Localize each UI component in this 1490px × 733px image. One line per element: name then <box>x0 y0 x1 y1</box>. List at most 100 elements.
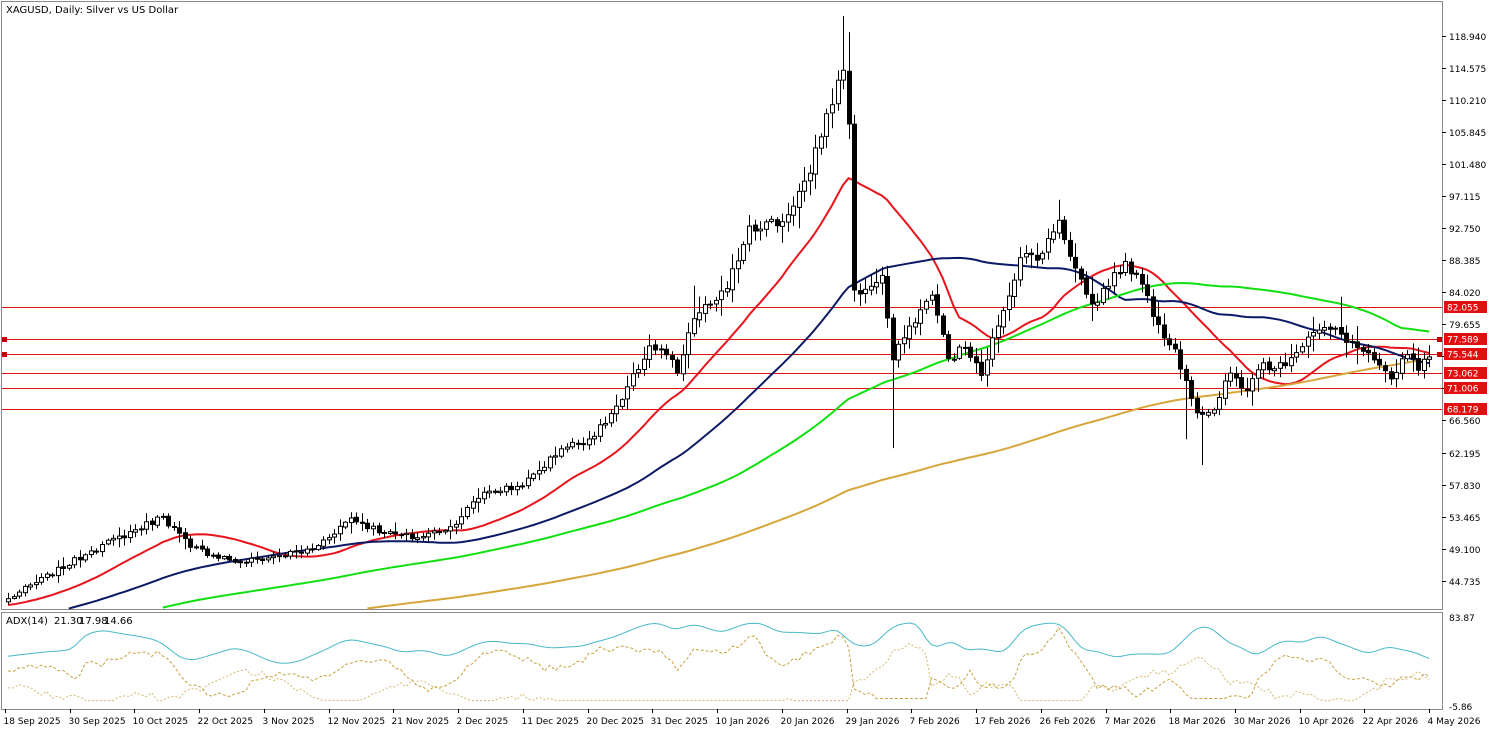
candle <box>1206 408 1211 418</box>
time-tick-label: 29 Jan 2026 <box>846 717 900 727</box>
level-label-5[interactable]: 68.179 <box>1444 403 1487 416</box>
price-tick-label: 110.210 <box>1449 97 1486 107</box>
candle <box>968 342 973 362</box>
candle <box>61 557 66 576</box>
time-tick-label: 21 Nov 2025 <box>392 717 450 727</box>
candle <box>266 555 271 563</box>
level-label-2[interactable]: 75.544 <box>1437 348 1487 361</box>
candle <box>863 279 868 304</box>
candle <box>836 70 841 111</box>
candle <box>448 519 453 540</box>
candle <box>388 529 393 535</box>
candle <box>824 108 829 148</box>
time-tick-label: 30 Mar 2026 <box>1234 717 1291 727</box>
candle <box>930 290 935 305</box>
candle <box>935 284 940 324</box>
candle <box>56 560 61 583</box>
candle <box>421 532 426 541</box>
candle <box>780 213 785 243</box>
candle <box>741 241 746 265</box>
candle <box>775 217 780 233</box>
adx-lines <box>7 622 1430 702</box>
time-tick-label: 18 Sep 2025 <box>4 717 61 727</box>
time-tick-label: 10 Oct 2025 <box>133 717 189 727</box>
time-tick-label: 20 Jan 2026 <box>781 717 835 727</box>
candle <box>177 521 182 543</box>
indicator-tick-label: 83.87 <box>1449 614 1475 624</box>
candle <box>1250 372 1255 406</box>
indicator-pane-frame <box>1 612 1443 710</box>
chart-title: XAGUSD, Daily: Silver vs US Dollar <box>6 5 179 16</box>
candle <box>194 544 199 550</box>
candle <box>371 522 376 536</box>
candle <box>1411 343 1416 372</box>
candle <box>122 529 127 546</box>
candle <box>404 528 409 541</box>
candle <box>493 488 498 495</box>
candle <box>1184 364 1189 440</box>
candle <box>12 594 17 600</box>
level-label-0[interactable]: 82.055 <box>1444 301 1487 314</box>
candle <box>819 133 824 155</box>
level-marker-left-1[interactable] <box>2 337 7 342</box>
candle <box>321 536 326 550</box>
candle <box>1029 248 1034 269</box>
candle <box>1140 267 1145 293</box>
candle <box>17 589 22 599</box>
candle <box>1173 337 1178 353</box>
level-label-3[interactable]: 73.062 <box>1444 367 1487 380</box>
indicator-value-2: 17.98 <box>79 616 108 627</box>
level-labels: 82.055 77.589 75.544 73.062 71.006 68.179 <box>1437 301 1487 416</box>
candle <box>360 513 365 531</box>
candle <box>183 528 188 550</box>
candle <box>758 221 763 241</box>
candle <box>587 430 592 450</box>
candle <box>1322 320 1327 337</box>
candle <box>504 483 509 497</box>
level-label-4[interactable]: 71.006 <box>1444 382 1487 395</box>
candle <box>526 469 531 489</box>
candle <box>166 513 171 529</box>
candle <box>437 527 442 536</box>
candle <box>1289 344 1294 373</box>
candle <box>1427 345 1432 368</box>
price-tick-label: 49.100 <box>1449 546 1481 556</box>
candle <box>697 296 702 328</box>
time-tick-label: 2 Dec 2025 <box>457 717 509 727</box>
candle <box>1090 276 1095 322</box>
candle <box>653 340 658 356</box>
level-marker-left-2[interactable] <box>2 352 7 357</box>
candle <box>399 532 404 539</box>
price-tick-label: 53.465 <box>1449 514 1481 524</box>
candle <box>1344 325 1349 358</box>
level-label-1[interactable]: 77.589 <box>1437 333 1487 346</box>
candle <box>1156 301 1161 334</box>
candle <box>1278 356 1283 378</box>
indicator-value-1: 21.30 <box>54 616 83 627</box>
candle <box>338 519 343 541</box>
candle <box>1245 377 1250 398</box>
candle <box>1234 366 1239 387</box>
candle <box>1383 361 1388 383</box>
candle <box>83 553 88 563</box>
time-tick-label: 11 Dec 2025 <box>522 717 580 727</box>
candle <box>946 330 951 362</box>
price-tick-label: 62.195 <box>1449 450 1481 460</box>
candle <box>271 551 276 565</box>
candle <box>802 167 807 202</box>
candle <box>625 375 630 411</box>
candle <box>808 164 813 196</box>
candle <box>924 298 929 314</box>
candle <box>1372 348 1377 364</box>
candle <box>659 344 664 359</box>
candle <box>1377 352 1382 370</box>
price-tick-label: 44.735 <box>1449 578 1481 588</box>
price-tick-label: 92.750 <box>1449 225 1481 235</box>
time-axis: 18 Sep 2025 30 Sep 2025 10 Oct 2025 22 Oct … <box>4 709 1481 727</box>
candle <box>598 418 603 442</box>
candle <box>1151 289 1156 327</box>
price-tick-label: 97.115 <box>1449 193 1481 203</box>
candle <box>327 534 332 545</box>
candle <box>902 325 907 354</box>
candle <box>50 572 55 578</box>
